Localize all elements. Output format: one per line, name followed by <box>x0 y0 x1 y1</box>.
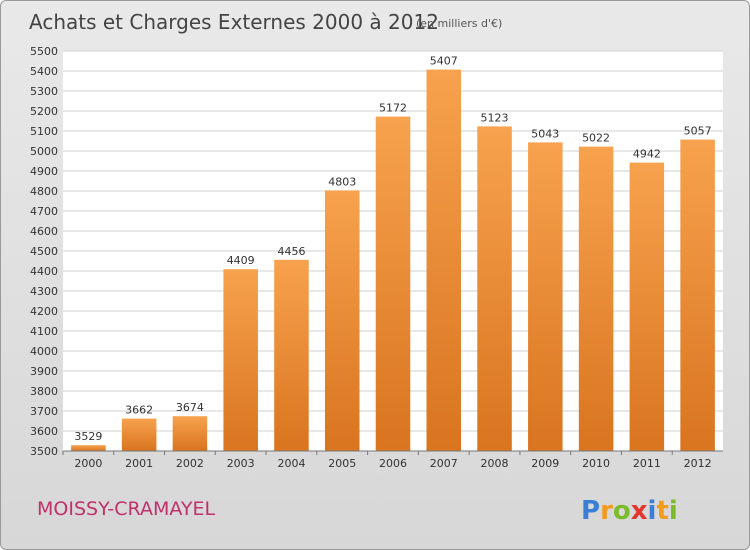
bar-2001 <box>121 418 157 451</box>
x-tick-label: 2008 <box>481 457 509 470</box>
bars: 3529 3662 3674 4409 4456 4803 5172 5407 5123 5043… <box>71 55 715 452</box>
x-tick-label: 2006 <box>379 457 407 470</box>
x-tick-label: 2003 <box>227 457 255 470</box>
bar-2012 <box>680 139 715 451</box>
y-tick-label: 5500 <box>30 45 58 58</box>
data-label-2007: 5407 <box>430 55 458 68</box>
y-tick-label: 5000 <box>30 145 58 158</box>
bar-2007 <box>426 69 462 451</box>
bar-2008 <box>477 126 512 452</box>
bar-2010 <box>578 146 614 451</box>
y-tick-label: 4400 <box>30 265 58 278</box>
x-tick-label: 2011 <box>633 457 661 470</box>
x-tick-label: 2004 <box>277 457 305 470</box>
chart-title: Achats et Charges Externes 2000 à 2012 <box>29 10 439 34</box>
bar-2011 <box>629 162 665 451</box>
y-tick-label: 3900 <box>30 365 58 378</box>
x-tick-label: 2009 <box>531 457 559 470</box>
bar-2004 <box>274 259 309 451</box>
x-tick-label: 2007 <box>430 457 458 470</box>
y-tick-label: 4100 <box>30 325 58 338</box>
y-tick-label: 3800 <box>30 385 58 398</box>
data-label-2002: 3674 <box>176 401 204 414</box>
data-label-2003: 4409 <box>227 254 255 267</box>
location-label: MOISSY-CRAMAYEL <box>37 498 216 520</box>
bar-2006 <box>375 116 411 451</box>
data-label-2012: 5057 <box>684 125 712 138</box>
y-tick-label: 3500 <box>30 445 58 458</box>
y-tick-label: 5300 <box>30 85 58 98</box>
y-tick-label: 4200 <box>30 305 58 318</box>
bar-2000 <box>71 445 106 451</box>
proxiti-logo: Proxiti <box>581 496 678 526</box>
y-tick-label: 3700 <box>30 405 58 418</box>
bar-2003 <box>223 269 258 451</box>
y-tick-label: 4500 <box>30 245 58 258</box>
chart-subtitle: (en milliers d'€) <box>416 17 502 30</box>
x-tick-label: 2010 <box>582 457 610 470</box>
y-tick-label: 4800 <box>30 185 58 198</box>
y-tick-label: 3600 <box>30 425 58 438</box>
bar-2005 <box>324 190 360 451</box>
y-tick-label: 4900 <box>30 165 58 178</box>
data-label-2004: 4456 <box>277 245 305 258</box>
y-tick-label: 4600 <box>30 225 58 238</box>
x-tick-label: 2005 <box>328 457 356 470</box>
data-label-2011: 4942 <box>633 148 661 161</box>
x-tick-label: 2001 <box>125 457 153 470</box>
y-ticks: 3500 3600 3700 3800 3900 4000 4100 4200 4300 4400… <box>30 45 58 458</box>
data-label-2005: 4803 <box>328 175 356 188</box>
data-label-2010: 5022 <box>582 132 610 145</box>
y-tick-label: 4700 <box>30 205 58 218</box>
y-tick-label: 5100 <box>30 125 58 138</box>
data-label-2009: 5043 <box>531 127 559 140</box>
x-ticks: 2000 2001 2002 2003 2004 2005 2006 2007 2008 2009… <box>62 451 712 470</box>
x-tick-label: 2000 <box>74 457 102 470</box>
data-label-2000: 3529 <box>74 430 102 443</box>
data-label-2006: 5172 <box>379 102 407 115</box>
x-tick-label: 2012 <box>684 457 712 470</box>
y-tick-label: 5200 <box>30 105 58 118</box>
bar-2002 <box>172 416 208 451</box>
bar-2009 <box>528 142 563 451</box>
data-label-2001: 3662 <box>125 404 153 417</box>
y-tick-label: 4300 <box>30 285 58 298</box>
x-tick-label: 2002 <box>176 457 204 470</box>
y-tick-label: 4000 <box>30 345 58 358</box>
y-tick-label: 5400 <box>30 65 58 78</box>
data-label-2008: 5123 <box>481 111 509 124</box>
